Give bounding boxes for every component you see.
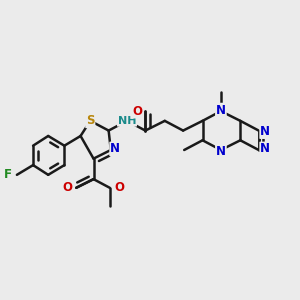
Text: N: N <box>110 142 120 155</box>
Text: NH: NH <box>118 116 136 126</box>
Text: N: N <box>260 142 270 155</box>
Text: N: N <box>260 125 270 138</box>
Text: F: F <box>4 168 11 181</box>
Text: O: O <box>132 105 142 118</box>
Text: O: O <box>114 181 124 194</box>
Text: O: O <box>62 181 72 194</box>
Text: N: N <box>216 145 226 158</box>
Text: S: S <box>86 114 94 128</box>
Text: N: N <box>216 103 226 117</box>
